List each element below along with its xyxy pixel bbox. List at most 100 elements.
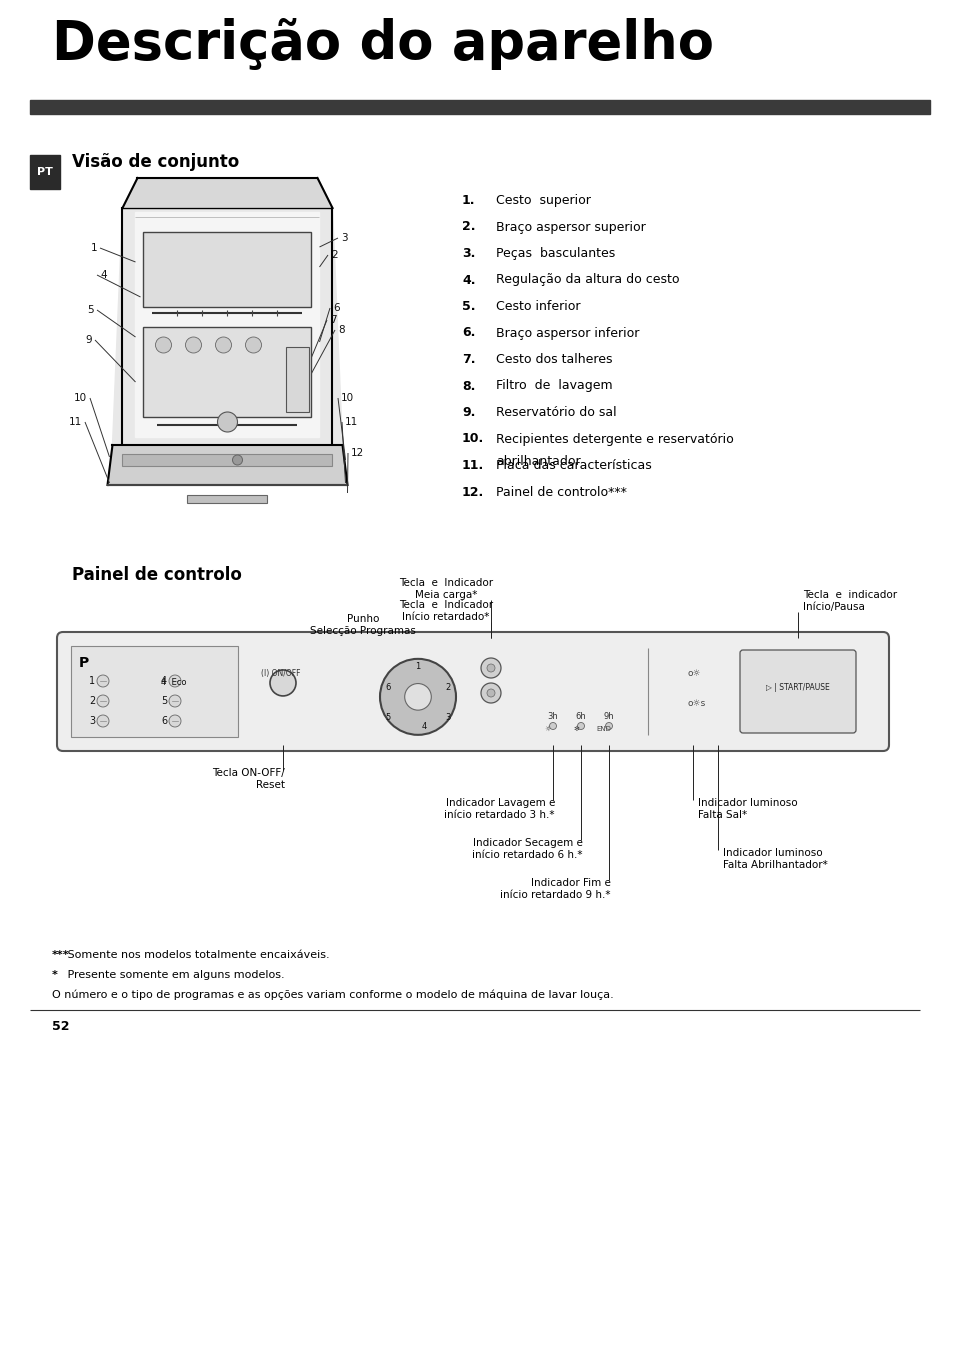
Text: 5: 5 [385, 713, 390, 723]
Text: Indicador luminoso
Falta Sal*: Indicador luminoso Falta Sal* [698, 798, 797, 820]
Text: Indicador luminoso
Falta Abrilhantador*: Indicador luminoso Falta Abrilhantador* [722, 848, 827, 870]
Text: Cesto  superior: Cesto superior [496, 195, 590, 207]
Text: Painel de controlo***: Painel de controlo*** [496, 485, 626, 499]
Circle shape [217, 412, 237, 432]
Text: o☼: o☼ [687, 669, 700, 677]
Text: 1.: 1. [461, 195, 475, 207]
Text: 6: 6 [161, 716, 167, 725]
Text: 2: 2 [331, 250, 337, 259]
Text: Tecla  e  Indicador
Início retardado*: Tecla e Indicador Início retardado* [398, 600, 493, 621]
Text: Indicador Lavagem e
início retardado 3 h.*: Indicador Lavagem e início retardado 3 h… [444, 798, 555, 820]
Circle shape [404, 684, 431, 711]
Text: 3: 3 [445, 713, 450, 723]
Circle shape [270, 670, 295, 696]
Polygon shape [112, 208, 342, 444]
Bar [122, 454, 333, 466]
Text: 7: 7 [330, 315, 336, 326]
Text: *: * [52, 970, 58, 979]
Text: 8: 8 [337, 326, 344, 335]
Circle shape [577, 723, 584, 730]
Text: END: END [596, 725, 611, 732]
Circle shape [486, 689, 495, 697]
Text: 5: 5 [161, 696, 167, 707]
Text: O número e o tipo de programas e as opções variam conforme o modelo de máquina d: O número e o tipo de programas e as opçõ… [52, 990, 613, 1001]
Text: Descrição do aparelho: Descrição do aparelho [52, 18, 713, 70]
Text: Punho
Selecção Programas: Punho Selecção Programas [310, 615, 416, 636]
Text: ✻: ✻ [573, 725, 578, 732]
Text: Braço aspersor inferior: Braço aspersor inferior [496, 327, 639, 339]
Text: Cesto dos talheres: Cesto dos talheres [496, 353, 612, 366]
Text: ***: *** [52, 950, 70, 961]
Circle shape [379, 659, 456, 735]
Text: o☼s: o☼s [687, 698, 705, 708]
Circle shape [233, 455, 242, 465]
Text: abrilhantador: abrilhantador [496, 455, 580, 467]
Circle shape [155, 336, 172, 353]
Text: 52: 52 [52, 1020, 70, 1034]
Text: 2: 2 [89, 696, 95, 707]
Circle shape [169, 694, 181, 707]
Circle shape [480, 658, 500, 678]
Bar [143, 232, 312, 307]
Circle shape [245, 336, 261, 353]
Text: 3h: 3h [547, 712, 558, 721]
Bar [71, 646, 237, 738]
Circle shape [549, 723, 556, 730]
Bar [188, 494, 267, 503]
Circle shape [185, 336, 201, 353]
Text: 12: 12 [351, 449, 364, 458]
Text: ▷ | START/PAUSE: ▷ | START/PAUSE [765, 684, 829, 692]
Text: 6h: 6h [575, 712, 586, 721]
Text: 5.: 5. [461, 300, 475, 313]
Text: 10: 10 [340, 393, 354, 403]
Text: 6: 6 [385, 684, 391, 692]
Text: 9.: 9. [461, 407, 475, 419]
Text: Filtro  de  lavagem: Filtro de lavagem [496, 380, 612, 393]
Text: Indicador Secagem e
início retardado 6 h.*: Indicador Secagem e início retardado 6 h… [472, 838, 582, 859]
Text: 2.: 2. [461, 220, 475, 234]
Text: Tecla ON-OFF/
Reset: Tecla ON-OFF/ Reset [212, 767, 285, 789]
Text: 4: 4 [161, 676, 167, 686]
Bar [286, 347, 309, 412]
Text: PT: PT [37, 168, 52, 177]
Text: 11.: 11. [461, 459, 484, 471]
FancyBboxPatch shape [57, 632, 888, 751]
Text: 9: 9 [85, 335, 91, 345]
Text: Braço aspersor superior: Braço aspersor superior [496, 220, 645, 234]
FancyBboxPatch shape [740, 650, 855, 734]
Text: Reservatório do sal: Reservatório do sal [496, 407, 616, 419]
Text: Recipientes detergente e reservatório: Recipientes detergente e reservatório [496, 432, 733, 446]
Text: Tecla  e  indicador
Início/Pausa: Tecla e indicador Início/Pausa [802, 590, 896, 612]
Text: Painel de controlo: Painel de controlo [71, 566, 242, 584]
Text: 8.: 8. [461, 380, 475, 393]
Text: 1: 1 [415, 662, 420, 671]
Polygon shape [135, 212, 319, 436]
Bar [143, 327, 312, 417]
Text: P: P [79, 657, 90, 670]
Text: 11: 11 [69, 417, 82, 427]
Circle shape [97, 715, 109, 727]
Text: 7.: 7. [461, 353, 475, 366]
Text: 3.: 3. [461, 247, 475, 259]
Text: 4: 4 [100, 270, 107, 280]
Bar [30, 155, 60, 189]
Text: 6.: 6. [461, 327, 475, 339]
Text: 10.: 10. [461, 432, 484, 446]
Text: 10: 10 [73, 393, 87, 403]
Text: ☼: ☼ [544, 725, 551, 732]
Text: Visão de conjunto: Visão de conjunto [71, 153, 239, 172]
Text: 3: 3 [89, 716, 95, 725]
Text: 4.: 4. [461, 273, 475, 286]
Polygon shape [122, 178, 333, 208]
Circle shape [169, 715, 181, 727]
Text: Indicador Fim e
início retardado 9 h.*: Indicador Fim e início retardado 9 h.* [500, 878, 610, 900]
Text: Tecla  e  Indicador
Meia carga*: Tecla e Indicador Meia carga* [398, 578, 493, 600]
Text: Cesto inferior: Cesto inferior [496, 300, 579, 313]
Circle shape [605, 723, 612, 730]
Circle shape [480, 684, 500, 703]
Text: (I) ON/OFF: (I) ON/OFF [261, 669, 300, 678]
Circle shape [97, 694, 109, 707]
Text: 3: 3 [340, 232, 347, 243]
Circle shape [97, 676, 109, 688]
Text: 2: 2 [445, 684, 450, 692]
